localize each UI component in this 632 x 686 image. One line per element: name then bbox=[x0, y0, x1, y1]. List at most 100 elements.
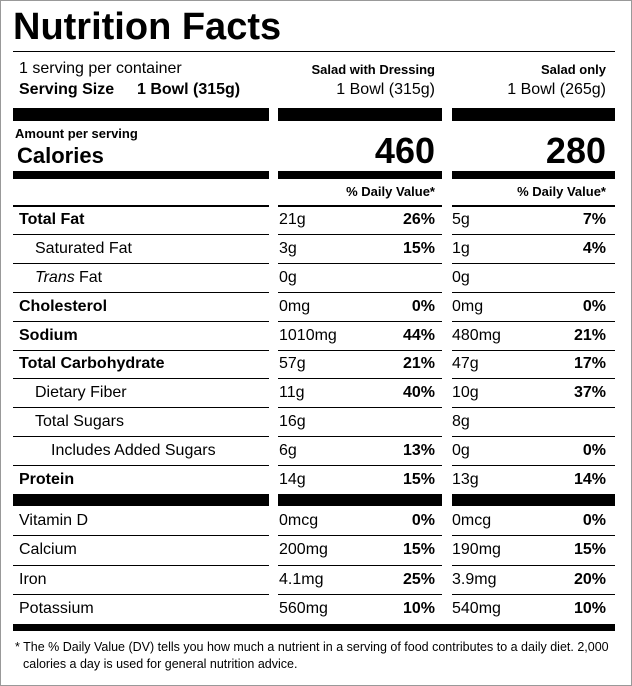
daily-value: 7% bbox=[582, 211, 606, 229]
rule bbox=[452, 263, 615, 265]
nutrient-name: Total Fat bbox=[19, 211, 85, 229]
rule bbox=[452, 291, 615, 293]
thick-rule bbox=[278, 494, 442, 506]
vitamin-name: Vitamin D bbox=[19, 511, 89, 529]
amount: 480mg bbox=[452, 326, 501, 344]
nutrient-name: Sodium bbox=[19, 326, 78, 344]
rule bbox=[452, 594, 615, 595]
rule bbox=[278, 320, 442, 322]
rule bbox=[278, 535, 442, 536]
rule bbox=[278, 349, 442, 351]
rule bbox=[278, 564, 442, 566]
rule bbox=[13, 349, 269, 351]
title: Nutrition Facts bbox=[13, 6, 282, 48]
rule bbox=[13, 407, 269, 409]
rule bbox=[452, 349, 615, 351]
daily-value: 0% bbox=[411, 297, 435, 315]
rule bbox=[13, 51, 615, 52]
nutrient-name: Fat bbox=[79, 269, 103, 286]
daily-value: 14% bbox=[573, 470, 606, 488]
vitamin-name: Potassium bbox=[19, 600, 94, 618]
rule bbox=[452, 320, 615, 322]
daily-value: 13% bbox=[402, 441, 435, 459]
thick-rule bbox=[13, 108, 269, 121]
rule bbox=[278, 263, 442, 265]
thick-rule bbox=[13, 171, 269, 179]
dv-header: % Daily Value* bbox=[346, 184, 435, 199]
amount: 3g bbox=[279, 240, 297, 258]
rule bbox=[452, 464, 615, 466]
rule bbox=[13, 435, 269, 437]
rule bbox=[13, 234, 269, 236]
rule bbox=[452, 535, 615, 536]
servings: 1 serving per container bbox=[19, 60, 182, 77]
amount: 200mg bbox=[279, 541, 328, 559]
serving-size: 1 Bowl (315g) bbox=[137, 81, 241, 98]
vitamin-name: Iron bbox=[19, 570, 47, 588]
rule bbox=[278, 407, 442, 409]
daily-value: 20% bbox=[573, 570, 606, 588]
calories-value: 280 bbox=[545, 130, 606, 171]
nutrient-name: Dietary Fiber bbox=[35, 384, 127, 402]
nutrient-name: Saturated Fat bbox=[35, 240, 132, 258]
rule bbox=[278, 378, 442, 380]
rule bbox=[13, 378, 269, 380]
rule bbox=[452, 564, 615, 566]
daily-value: 40% bbox=[402, 384, 435, 402]
rule bbox=[278, 464, 442, 466]
daily-value: 21% bbox=[402, 355, 435, 373]
daily-value: 0% bbox=[582, 511, 606, 529]
amount: 6g bbox=[279, 441, 297, 459]
amount-per-serving: Amount per serving bbox=[15, 126, 138, 141]
thick-rule bbox=[278, 108, 442, 121]
footnote: * The % Daily Value (DV) tells you how m… bbox=[15, 640, 609, 671]
daily-value: 21% bbox=[573, 326, 606, 344]
rule bbox=[278, 435, 442, 437]
daily-value: 10% bbox=[573, 600, 606, 618]
thick-rule bbox=[13, 494, 269, 506]
nutrient-name-italic: Trans bbox=[35, 269, 75, 286]
rule bbox=[13, 535, 269, 536]
amount: 10g bbox=[452, 384, 479, 402]
amount: 560mg bbox=[279, 600, 328, 618]
serving-size-label: Serving Size bbox=[19, 81, 115, 98]
calories-label: Calories bbox=[17, 143, 104, 168]
amount: 0g bbox=[452, 269, 470, 286]
thick-rule bbox=[452, 108, 615, 121]
amount: 0mcg bbox=[279, 511, 319, 529]
amount: 540mg bbox=[452, 600, 501, 618]
daily-value: 17% bbox=[573, 355, 606, 373]
rule bbox=[278, 205, 442, 207]
rule bbox=[452, 205, 615, 207]
daily-value: 4% bbox=[582, 240, 606, 258]
thick-rule bbox=[452, 171, 615, 179]
column-size: 1 Bowl (315g) bbox=[336, 81, 435, 98]
dv-header: % Daily Value* bbox=[517, 184, 606, 199]
nutrient-name: Total Sugars bbox=[35, 413, 124, 430]
daily-value: 15% bbox=[573, 541, 606, 559]
amount: 0mg bbox=[452, 297, 484, 315]
rule bbox=[452, 378, 615, 380]
amount: 14g bbox=[279, 470, 306, 488]
daily-value: 37% bbox=[573, 384, 606, 402]
nutrient-name: Protein bbox=[19, 470, 75, 488]
daily-value: 0% bbox=[582, 441, 606, 459]
rule bbox=[278, 234, 442, 236]
rule bbox=[452, 435, 615, 437]
rule bbox=[13, 205, 269, 207]
rule bbox=[278, 291, 442, 293]
daily-value: 15% bbox=[402, 541, 435, 559]
calories-value: 460 bbox=[374, 130, 435, 171]
amount: 1010mg bbox=[279, 326, 337, 344]
amount: 21g bbox=[279, 211, 306, 229]
column-size: 1 Bowl (265g) bbox=[507, 81, 606, 98]
thick-rule bbox=[452, 494, 615, 506]
daily-value: 15% bbox=[402, 470, 435, 488]
amount: 8g bbox=[452, 413, 470, 430]
rule bbox=[13, 263, 269, 265]
rule bbox=[452, 407, 615, 409]
daily-value: 10% bbox=[402, 600, 435, 618]
amount: 0mcg bbox=[452, 511, 492, 529]
amount: 5g bbox=[452, 211, 470, 229]
